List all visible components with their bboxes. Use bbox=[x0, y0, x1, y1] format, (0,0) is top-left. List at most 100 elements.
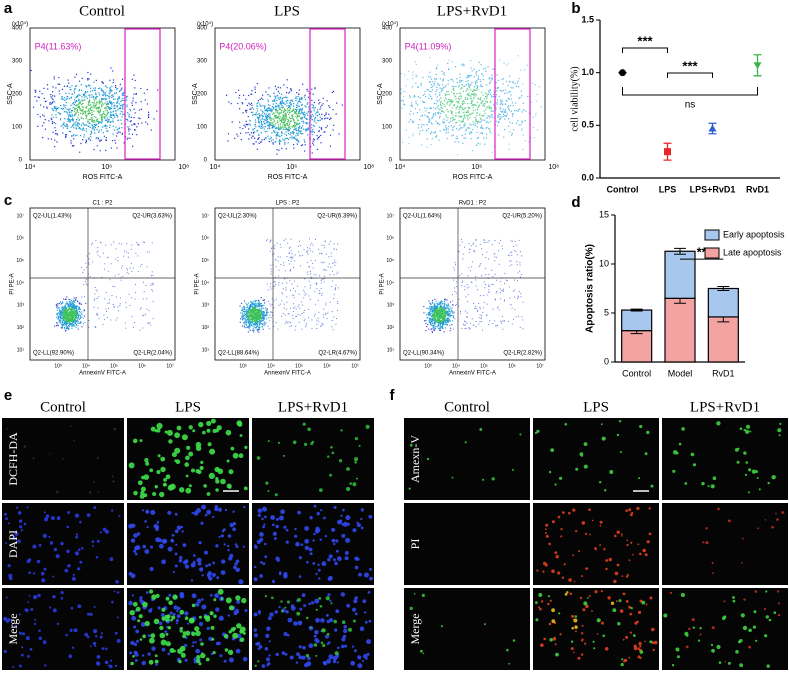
event-dot bbox=[333, 248, 335, 250]
event-dot bbox=[318, 103, 320, 105]
event-dot bbox=[296, 285, 298, 287]
event-dot bbox=[484, 143, 486, 145]
event-dot bbox=[483, 68, 485, 70]
event-dot bbox=[329, 134, 332, 136]
event-dot bbox=[68, 305, 70, 307]
event-dot bbox=[472, 109, 474, 112]
event-dot bbox=[453, 92, 455, 94]
event-dot bbox=[500, 99, 502, 101]
event-dot bbox=[250, 137, 253, 139]
event-dot bbox=[65, 303, 67, 305]
event-dot bbox=[268, 109, 270, 111]
event-dot bbox=[285, 114, 287, 117]
event-dot bbox=[113, 107, 115, 109]
event-dot bbox=[106, 117, 108, 119]
event-dot bbox=[68, 110, 70, 112]
event-dot bbox=[72, 323, 74, 325]
event-dot bbox=[275, 88, 277, 90]
event-dot bbox=[254, 321, 256, 323]
event-dot bbox=[277, 260, 279, 262]
event-dot bbox=[122, 276, 124, 277]
event-dot bbox=[90, 90, 92, 92]
event-dot bbox=[333, 124, 335, 126]
event-dot bbox=[263, 315, 265, 317]
event-dot bbox=[87, 78, 89, 80]
event-dot bbox=[426, 146, 428, 148]
event-dot bbox=[108, 95, 110, 97]
event-dot bbox=[265, 315, 267, 317]
event-dot bbox=[254, 319, 256, 321]
event-dot bbox=[437, 113, 439, 115]
event-dot bbox=[416, 75, 418, 77]
event-dot bbox=[251, 323, 253, 325]
event-dot bbox=[295, 104, 297, 106]
event-dot bbox=[296, 138, 298, 140]
event-dot bbox=[133, 74, 135, 76]
event-dot bbox=[523, 109, 525, 111]
event-dot bbox=[276, 116, 278, 118]
event-dot bbox=[459, 73, 461, 75]
event-dot bbox=[333, 90, 335, 92]
event-dot bbox=[311, 99, 313, 101]
event-dot bbox=[96, 312, 98, 314]
event-dot bbox=[95, 96, 97, 98]
event-dot bbox=[107, 302, 109, 304]
event-dot bbox=[446, 94, 448, 96]
event-dot bbox=[278, 269, 280, 271]
event-dot bbox=[102, 126, 104, 128]
event-dot bbox=[279, 143, 281, 145]
event-dot bbox=[470, 96, 472, 98]
event-dot bbox=[269, 320, 271, 322]
event-dot bbox=[152, 290, 154, 292]
event-dot bbox=[86, 255, 88, 257]
event-dot bbox=[317, 138, 319, 140]
event-dot bbox=[116, 129, 118, 131]
event-dot bbox=[295, 100, 297, 102]
event-dot bbox=[273, 325, 275, 327]
event-dot bbox=[62, 127, 64, 129]
event-dot bbox=[73, 138, 75, 140]
event-dot bbox=[460, 88, 462, 90]
event-dot bbox=[103, 93, 105, 95]
event-dot bbox=[61, 324, 63, 326]
event-dot bbox=[323, 247, 325, 249]
event-dot bbox=[62, 322, 64, 324]
event-dot bbox=[428, 118, 430, 120]
event-dot bbox=[305, 326, 307, 328]
event-dot bbox=[260, 313, 262, 315]
event-dot bbox=[440, 100, 442, 102]
event-dot bbox=[104, 93, 106, 95]
event-dot bbox=[411, 105, 413, 108]
event-dot bbox=[451, 107, 453, 109]
event-dot bbox=[140, 87, 142, 90]
event-dot bbox=[263, 314, 265, 316]
event-dot bbox=[280, 103, 282, 105]
event-dot bbox=[126, 95, 128, 97]
event-dot bbox=[109, 116, 111, 118]
event-dot bbox=[114, 107, 116, 109]
event-dot bbox=[73, 316, 75, 318]
event-dot bbox=[477, 108, 479, 111]
event-dot bbox=[64, 330, 66, 332]
event-dot bbox=[254, 131, 256, 133]
event-dot bbox=[243, 124, 245, 127]
event-dot bbox=[451, 91, 453, 93]
event-dot bbox=[509, 131, 511, 133]
event-dot bbox=[279, 244, 281, 245]
event-dot bbox=[151, 289, 153, 291]
event-dot bbox=[444, 100, 446, 102]
event-dot bbox=[474, 116, 476, 118]
label: 400 bbox=[12, 26, 23, 32]
event-dot bbox=[281, 104, 283, 107]
event-dot bbox=[489, 130, 491, 132]
event-dot bbox=[320, 134, 322, 137]
event-dot bbox=[99, 101, 102, 103]
event-dot bbox=[445, 84, 447, 87]
event-dot bbox=[79, 322, 81, 324]
event-dot bbox=[281, 131, 283, 134]
event-dot bbox=[466, 114, 468, 117]
event-dot bbox=[69, 299, 71, 301]
event-dot bbox=[521, 120, 523, 122]
event-dot bbox=[109, 279, 111, 281]
event-dot bbox=[432, 89, 434, 91]
